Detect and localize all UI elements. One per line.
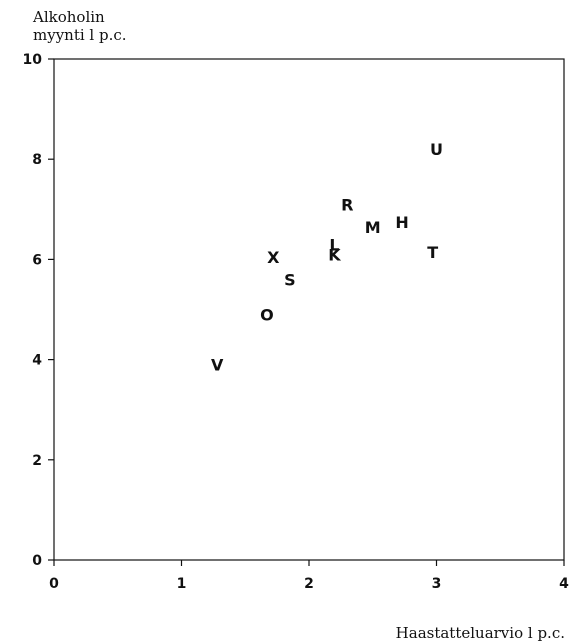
y-axis: 0 2 4 6 8 10 xyxy=(23,52,54,569)
y-tick-label: 4 xyxy=(32,353,42,369)
y-tick-label: 0 xyxy=(32,553,42,569)
y-axis-label-line2: myynti l p.c. xyxy=(33,26,127,44)
data-point-l: L xyxy=(329,235,339,254)
data-point-h: H xyxy=(395,213,408,232)
y-tick-label: 10 xyxy=(23,52,43,68)
data-point-u: U xyxy=(430,140,443,159)
data-point-k: K xyxy=(328,245,341,264)
x-tick-label: 0 xyxy=(49,576,59,592)
data-point-o: O xyxy=(260,306,274,325)
x-tick-label: 4 xyxy=(559,576,569,592)
data-point-r: R xyxy=(341,195,353,214)
y-axis-label-line1: Alkoholin xyxy=(32,8,105,26)
x-tick-label: 1 xyxy=(177,576,187,592)
data-point-s: S xyxy=(284,270,296,289)
plot-frame xyxy=(53,58,565,561)
y-tick-label: 8 xyxy=(32,152,42,168)
y-tick-label: 2 xyxy=(32,453,42,469)
data-point-v: V xyxy=(211,356,224,375)
data-points: U RM H LK T XSO V xyxy=(211,140,443,374)
data-point-t: T xyxy=(427,243,438,262)
x-axis-label: Haastatteluarvio l p.c. xyxy=(396,624,565,642)
x-axis: 0 1 2 3 4 xyxy=(49,560,569,592)
data-point-x: X xyxy=(267,248,280,267)
x-tick-label: 3 xyxy=(432,576,442,592)
x-tick-label: 2 xyxy=(304,576,314,592)
y-tick-label: 6 xyxy=(32,252,42,268)
data-point-m: M xyxy=(365,218,381,237)
